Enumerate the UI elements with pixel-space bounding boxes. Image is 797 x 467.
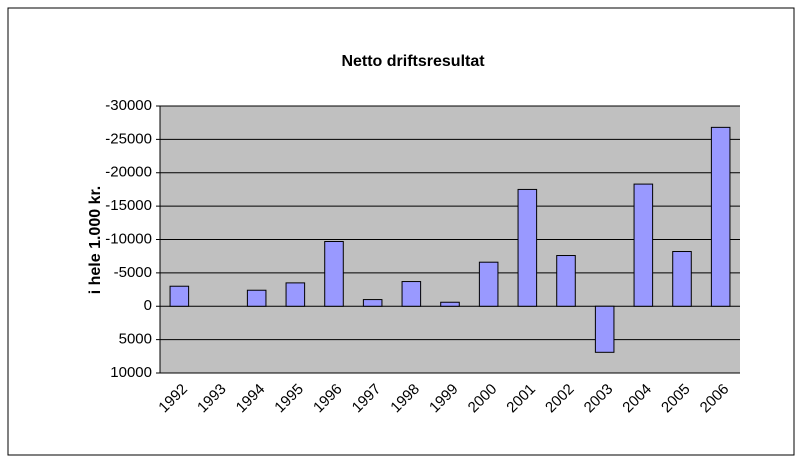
bar [478, 261, 499, 307]
bar [440, 301, 460, 307]
chart-title: Netto driftsresultat [341, 53, 485, 70]
y-tick-label: 0 [144, 297, 152, 314]
y-tick-label: -20000 [105, 164, 152, 181]
y-tick-label: 5000 [119, 331, 152, 348]
bar [324, 241, 344, 307]
y-tick-label: -30000 [105, 97, 152, 114]
bar [285, 282, 306, 307]
bar [594, 305, 615, 353]
bar [401, 281, 422, 307]
bar [672, 251, 692, 307]
y-axis-label: i hele 1.000 kr. [87, 186, 104, 295]
bar [246, 289, 267, 307]
bar [362, 299, 383, 307]
bar [517, 188, 538, 307]
y-tick-label: 10000 [110, 364, 152, 381]
y-tick-label: -5000 [114, 264, 152, 281]
y-tick-label: -15000 [105, 197, 152, 214]
bar [169, 285, 190, 307]
y-tick-label: -25000 [105, 130, 152, 147]
bar [633, 183, 654, 307]
y-tick-label: -10000 [105, 230, 152, 247]
bar [556, 255, 576, 307]
bar [710, 126, 731, 307]
